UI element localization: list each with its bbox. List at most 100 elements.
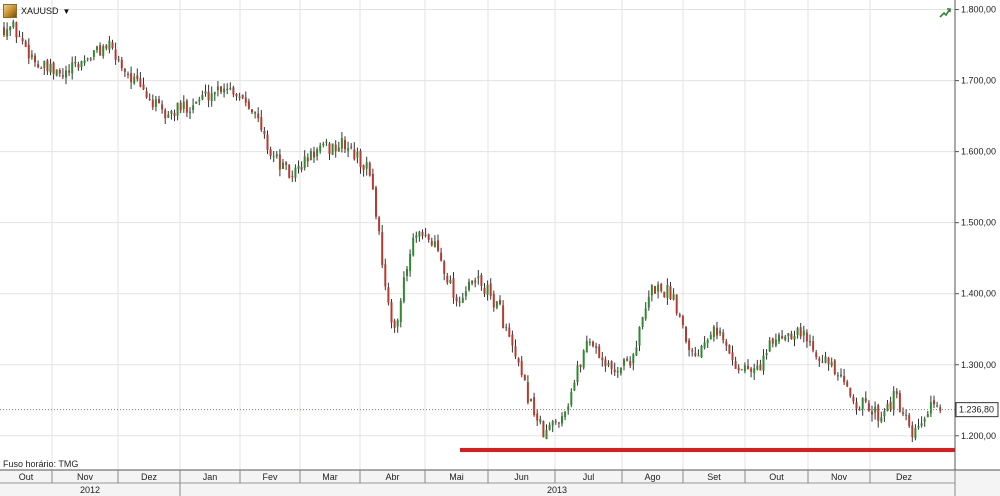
- candle-bull: [55, 69, 58, 76]
- candle-bull: [399, 300, 402, 323]
- candle-bull: [573, 382, 576, 391]
- candle-bull: [176, 102, 179, 116]
- candle-bear: [285, 162, 288, 165]
- candle-bull: [824, 356, 827, 363]
- candle-bear: [799, 327, 802, 337]
- candle-bear: [359, 150, 362, 168]
- candle-bear: [37, 64, 40, 68]
- candle-bear: [158, 99, 160, 103]
- price-tick-label: 1.600,00: [961, 147, 996, 157]
- candle-bull: [570, 392, 573, 406]
- candle-bear: [89, 58, 92, 60]
- candle-bull: [464, 291, 467, 297]
- candle-bear: [266, 134, 269, 150]
- candle-bear: [384, 264, 387, 287]
- candle-bear: [517, 358, 520, 363]
- candle-bear: [610, 361, 613, 369]
- candle-bull: [796, 328, 799, 335]
- candle-bear: [502, 305, 505, 329]
- candle-bull: [561, 416, 563, 424]
- candle-bear: [818, 358, 821, 361]
- candle-bear: [722, 332, 725, 341]
- candle-bull: [923, 418, 926, 422]
- candle-bear: [440, 252, 443, 261]
- candle-bull: [477, 276, 480, 279]
- candle-bear: [393, 320, 396, 328]
- price-tick-label: 1.800,00: [961, 5, 996, 15]
- candle-bull: [198, 99, 201, 102]
- trend-up-icon[interactable]: [939, 7, 951, 19]
- candle-bear: [905, 414, 908, 416]
- candle-bear: [492, 293, 495, 308]
- candle-bull: [192, 105, 195, 111]
- candle-bear: [685, 326, 687, 342]
- candle-bull: [914, 428, 917, 439]
- candle-bull: [294, 167, 297, 178]
- candle-bear: [933, 400, 935, 405]
- candle-bear: [344, 140, 346, 150]
- symbol-selector[interactable]: XAUUSD ▼: [3, 3, 70, 19]
- candle-bear: [678, 314, 681, 317]
- candle-bear: [734, 361, 737, 369]
- price-tick-label: 1.300,00: [961, 360, 996, 370]
- candle-bear: [371, 174, 374, 190]
- candle-bull: [551, 421, 554, 426]
- candle-bear: [111, 42, 114, 48]
- candle-bear: [889, 401, 892, 410]
- candle-bull: [926, 413, 929, 418]
- candle-bull: [86, 58, 89, 60]
- candle-bull: [216, 86, 219, 91]
- candle-bear: [179, 102, 182, 111]
- candle-bull: [830, 362, 833, 366]
- candle-bear: [421, 231, 424, 236]
- candle-bull: [275, 154, 278, 157]
- candle-bull: [740, 369, 743, 371]
- candle-bull: [784, 336, 787, 340]
- candle-bull: [30, 54, 33, 58]
- candle-bear: [864, 398, 867, 402]
- candle-bull: [632, 354, 635, 364]
- candle-bear: [629, 360, 632, 366]
- candle-bull: [539, 419, 542, 423]
- candle-bull: [802, 330, 805, 336]
- candle-bull: [548, 424, 551, 430]
- candle-bear: [334, 144, 337, 152]
- support-line[interactable]: [460, 448, 955, 452]
- candle-bear: [716, 327, 718, 336]
- candle-bear: [827, 357, 830, 364]
- candle-bear: [595, 346, 598, 348]
- candle-bear: [430, 240, 433, 246]
- candle-bull: [347, 148, 350, 151]
- month-label: Out: [769, 472, 784, 482]
- candle-bear: [375, 187, 377, 217]
- candle-bear: [34, 55, 36, 63]
- candle-bear: [40, 67, 43, 69]
- candle-bear: [164, 109, 167, 119]
- candle-bull: [396, 320, 399, 327]
- candle-bull: [309, 150, 312, 160]
- candle-bull: [337, 147, 340, 152]
- candle-bull: [623, 359, 625, 366]
- candle-bear: [226, 88, 229, 90]
- candle-bear: [815, 352, 818, 357]
- current-price-label: 1.236,80: [959, 405, 994, 415]
- price-tick-label: 1.400,00: [961, 289, 996, 299]
- candle-bear: [136, 75, 139, 80]
- candle-bear: [663, 291, 666, 298]
- candle-bear: [313, 151, 315, 158]
- candle-bull: [272, 156, 275, 158]
- candle-bear: [381, 232, 384, 265]
- candle-bear: [362, 165, 365, 170]
- month-label: Jul: [583, 472, 595, 482]
- caret-down-icon[interactable]: ▼: [62, 6, 71, 16]
- candle-bull: [468, 281, 470, 291]
- candle-bear: [747, 365, 749, 370]
- candle-bear: [843, 375, 846, 383]
- candle-bull: [254, 111, 257, 114]
- candle-bull: [585, 340, 588, 353]
- gold-icon: [3, 4, 17, 18]
- candle-bear: [675, 294, 678, 314]
- candle-bull: [874, 406, 877, 413]
